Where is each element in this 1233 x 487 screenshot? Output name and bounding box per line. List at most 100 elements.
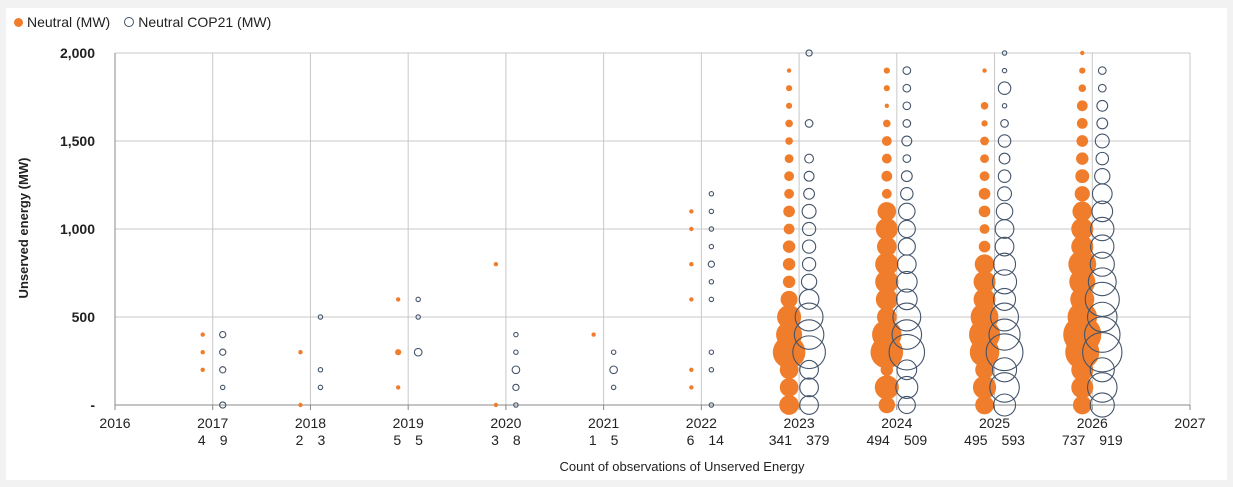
bubble-cop21 (794, 302, 824, 332)
bubble-cop21 (895, 375, 919, 399)
x-tick-label: 2023 (784, 415, 815, 431)
legend-marker-neutral (14, 17, 23, 27)
bubble-neutral (777, 304, 802, 330)
axis-labels: Unserved energy (MW) Count of observatio… (16, 158, 805, 474)
bubble-cop21 (902, 66, 912, 75)
count-label-cop21: 379 (806, 432, 830, 448)
bubble-cop21 (799, 359, 819, 380)
chart-background (6, 8, 1227, 480)
bubble-cop21 (708, 367, 715, 373)
bubble-cop21 (610, 384, 617, 391)
bubble-neutral (883, 119, 891, 128)
bubble-cop21 (801, 221, 817, 237)
legend-item-neutral: Neutral (MW) (14, 14, 110, 30)
bubble-neutral (591, 332, 596, 337)
bubble-cop21 (902, 83, 912, 93)
bubble-neutral (1078, 84, 1087, 93)
bubble-cop21 (513, 331, 519, 338)
bubble-cop21 (708, 402, 715, 408)
bubble-neutral (980, 101, 989, 110)
bubble-neutral (200, 332, 205, 337)
bubble-cop21 (1001, 103, 1008, 109)
bubble-cop21 (413, 347, 423, 357)
count-label-neutral: 5 (393, 432, 401, 448)
bubble-neutral (395, 297, 401, 302)
x-tick-label: 2016 (99, 415, 130, 431)
x-axis-title: Count of observations of Unserved Energy (560, 459, 805, 474)
bubble-cop21 (1097, 66, 1107, 75)
bubble-neutral (1071, 376, 1094, 399)
bubble-neutral (689, 367, 694, 372)
bubble-cop21 (804, 153, 815, 164)
bubble-neutral (395, 349, 402, 356)
count-label-cop21: 8 (513, 432, 521, 448)
bubble-cop21 (219, 330, 227, 339)
bubble-cop21 (708, 296, 715, 303)
bubble-neutral (979, 171, 990, 182)
count-label-cop21: 5 (611, 432, 619, 448)
count-label-cop21: 509 (904, 432, 928, 448)
bubble-cop21 (799, 395, 819, 415)
bubble-neutral (973, 288, 996, 311)
bubble-neutral (883, 85, 890, 92)
bubble-neutral (881, 170, 893, 182)
bubble-cop21 (898, 202, 916, 221)
bubble-cop21 (1096, 117, 1109, 130)
bubble-cop21 (805, 49, 813, 57)
bubble-cop21 (888, 333, 926, 371)
bubble-neutral (874, 375, 899, 400)
bubble-cop21 (897, 219, 916, 239)
bubble-neutral (1071, 235, 1094, 258)
bubble-cop21 (997, 81, 1012, 95)
x-tick-label: 2019 (393, 415, 424, 431)
bubble-cop21 (985, 333, 1024, 372)
bubble-neutral (785, 119, 793, 128)
bubble-cop21 (897, 237, 916, 256)
bubble-cop21 (902, 101, 912, 111)
bubble-neutral (1068, 250, 1097, 279)
bubble-cop21 (990, 302, 1020, 332)
bubble-neutral (1070, 287, 1095, 312)
x-tick-label: 2021 (588, 415, 619, 431)
bubble-neutral (881, 153, 892, 164)
bubble-cop21 (900, 187, 914, 201)
bubble-neutral (876, 236, 897, 257)
bubble-neutral (779, 395, 799, 415)
bubble-cop21 (219, 384, 226, 391)
bubble-cop21 (1001, 67, 1008, 74)
x-tick-label: 2018 (295, 415, 326, 431)
bubble-cop21 (803, 187, 816, 200)
count-label-cop21: 9 (220, 432, 228, 448)
bubble-neutral (779, 378, 799, 397)
bubble-neutral (978, 187, 991, 200)
bubble-cop21 (902, 119, 912, 128)
bubble-neutral (689, 209, 694, 214)
bubble-neutral (972, 375, 997, 400)
bubble-cop21 (1087, 267, 1117, 297)
bubbles (200, 49, 1123, 418)
bubble-neutral (875, 270, 899, 294)
bubble-neutral (493, 262, 499, 267)
bubble-cop21 (513, 402, 519, 408)
bubble-cop21 (998, 152, 1011, 165)
bubble-cop21 (997, 169, 1012, 183)
bubble-cop21 (317, 367, 324, 373)
bubble-cop21 (989, 372, 1020, 403)
legend-marker-cop21 (124, 17, 135, 27)
bubble-cop21 (804, 119, 814, 128)
bubble-neutral (689, 226, 694, 232)
bubble-neutral (1076, 152, 1089, 165)
bubble-neutral (689, 262, 694, 267)
bubble-neutral (881, 136, 892, 146)
bubble-cop21 (219, 401, 227, 409)
legend-label-neutral: Neutral (MW) (27, 14, 111, 30)
bubble-cop21 (708, 191, 715, 197)
bubble-cop21 (896, 254, 917, 275)
bubble-cop21 (992, 393, 1017, 417)
bubble-neutral (1076, 100, 1088, 112)
count-label-neutral: 4 (198, 432, 206, 448)
bubble-neutral (981, 120, 988, 127)
bubble-cop21 (1000, 119, 1009, 128)
bubble-cop21 (708, 349, 715, 355)
bubble-cop21 (708, 208, 715, 215)
